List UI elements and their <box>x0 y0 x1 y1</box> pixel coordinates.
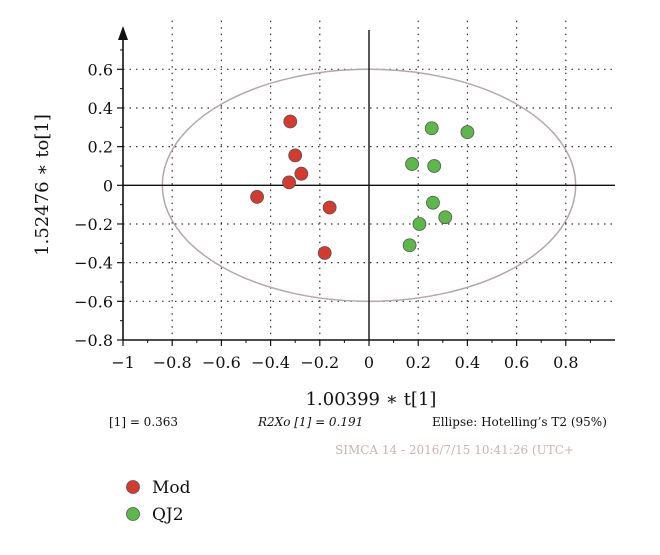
qj2-point <box>460 125 475 140</box>
x-tick-label: 0.4 <box>455 353 480 372</box>
software-note: SIMCA 14 - 2016/7/15 10:41:26 (UTC+ <box>335 443 574 457</box>
legend-marker-mod <box>126 480 140 494</box>
x-tick-label: 0 <box>364 353 374 372</box>
y-tick-label: 0.2 <box>88 138 113 157</box>
x-tick-labels: −1 −0.8 −0.6 −0.4 −0.2 0 0.2 0.4 0.6 0.8 <box>111 353 578 372</box>
mod-point <box>283 114 298 129</box>
x-tick-label: −0.4 <box>251 353 290 372</box>
y-axis-title: 1.52476 ∗ to[1] <box>32 114 53 256</box>
mod-point <box>250 190 264 204</box>
x-tick-label: −0.8 <box>153 353 192 372</box>
r2x-note: [1] = 0.363 <box>109 415 178 429</box>
y-tick-label: 0 <box>103 176 113 195</box>
y-tick-label: −0.4 <box>74 254 113 273</box>
qj2-point <box>402 238 417 253</box>
mod-point <box>322 200 337 215</box>
mod-point <box>282 175 296 190</box>
x-tick-label: 0.8 <box>553 353 578 372</box>
x-tick-label: 0.2 <box>405 353 430 372</box>
qj2-point <box>427 159 442 173</box>
qj2-point <box>426 195 440 210</box>
legend-label-mod: Mod <box>152 478 191 498</box>
x-tick-label: 0.6 <box>504 353 529 372</box>
mod-point <box>294 166 309 181</box>
y-tick-label: −0.2 <box>74 215 113 234</box>
y-tick-label: 0.6 <box>88 60 113 79</box>
legend-marker-qj2 <box>126 507 140 521</box>
qj2-point <box>424 121 439 136</box>
qj2-point <box>412 217 427 231</box>
axes <box>117 26 615 346</box>
legend-label-qj2: QJ2 <box>152 505 184 525</box>
x-axis-title: 1.00399 ∗ t[1] <box>306 389 437 410</box>
mod-point <box>317 246 332 260</box>
y-tick-labels: −0.8 −0.6 −0.4 −0.2 0 0.2 0.4 0.6 <box>74 60 113 350</box>
y-tick-label: −0.8 <box>74 331 113 350</box>
qj2-point <box>438 210 453 225</box>
grid <box>123 20 615 340</box>
y-axis-arrow <box>118 26 128 40</box>
legend: Mod QJ2 <box>126 478 191 525</box>
data-points <box>250 114 475 260</box>
r2xo-note: R2Xo [1] = 0.191 <box>257 415 363 429</box>
qj2-point <box>405 157 419 171</box>
mod-point <box>288 148 303 163</box>
x-tick-label: −0.2 <box>300 353 339 372</box>
ellipse-note: Ellipse: Hotelling’s T2 (95%) <box>432 415 607 429</box>
y-tick-label: 0.4 <box>88 99 113 118</box>
x-tick-label: −1 <box>111 353 135 372</box>
y-tick-label: −0.6 <box>74 292 113 311</box>
x-tick-label: −0.6 <box>202 353 241 372</box>
